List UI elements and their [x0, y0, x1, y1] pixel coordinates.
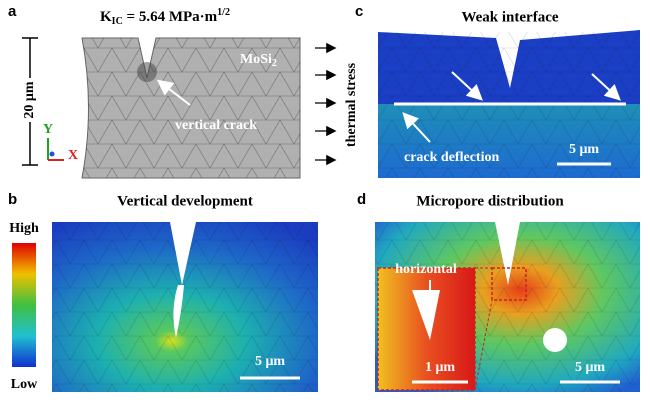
zoom-box	[491, 267, 527, 301]
panel-label: b	[8, 191, 17, 208]
colorbar-low: Low	[11, 377, 38, 392]
panel-title: Weak interface	[461, 9, 558, 25]
material-subscript: 2	[272, 58, 277, 69]
panel-title: Vertical development	[117, 193, 253, 209]
panel-d: d Micropore distribution horizontal 1 μm…	[357, 191, 640, 392]
arrow	[156, 79, 191, 106]
kic: KIC = 5.64 MPa·m1/2	[100, 7, 230, 27]
scale-text: 20 μm	[22, 81, 37, 118]
inset-scale-text: 1 μm	[425, 360, 455, 375]
scale-text: 5 μm	[575, 360, 605, 375]
scale-gap	[22, 78, 38, 122]
kic-symbol: K	[100, 9, 112, 25]
arrow	[591, 73, 621, 101]
crack	[173, 285, 184, 338]
panel-c: c Weak interface crack deflection 5 μm	[355, 3, 640, 178]
mesh-refinement	[137, 62, 157, 82]
mesh	[52, 222, 318, 392]
panel-a: a KIC = 5.64 MPa·m1/2 20 μm Y X MoSi2 ve…	[8, 3, 359, 179]
arrow	[451, 71, 483, 101]
material-name: MoSi	[240, 52, 272, 67]
kic-superscript: 1/2	[217, 7, 230, 18]
colorbar	[12, 243, 36, 367]
material: MoSi2	[240, 52, 277, 69]
axis-z	[49, 151, 55, 157]
kic-equation: = 5.64 MPa·m	[123, 9, 218, 25]
panel-b: b Vertical development High Low 5 μm	[8, 191, 318, 392]
panel-title: Micropore distribution	[416, 193, 564, 209]
panel-label: a	[8, 3, 17, 20]
annotation: vertical crack	[175, 118, 257, 133]
stress-arrows	[315, 42, 337, 166]
annotation: crack deflection	[404, 150, 499, 165]
panel-label: d	[357, 191, 366, 208]
axis-x-label: X	[68, 148, 78, 163]
micropore	[543, 328, 567, 352]
side-label: thermal stress	[344, 62, 359, 147]
kic-subscript: IC	[112, 16, 123, 27]
scale-text: 5 μm	[569, 142, 599, 157]
zoom-line	[474, 299, 493, 391]
mesh	[82, 38, 300, 178]
arrow	[402, 112, 431, 143]
panel-label: c	[355, 3, 363, 20]
annotation: horizontal	[395, 262, 457, 277]
scale-text: 5 μm	[255, 354, 285, 369]
colorbar-high: High	[9, 221, 39, 236]
axis-y-label: Y	[43, 122, 53, 137]
